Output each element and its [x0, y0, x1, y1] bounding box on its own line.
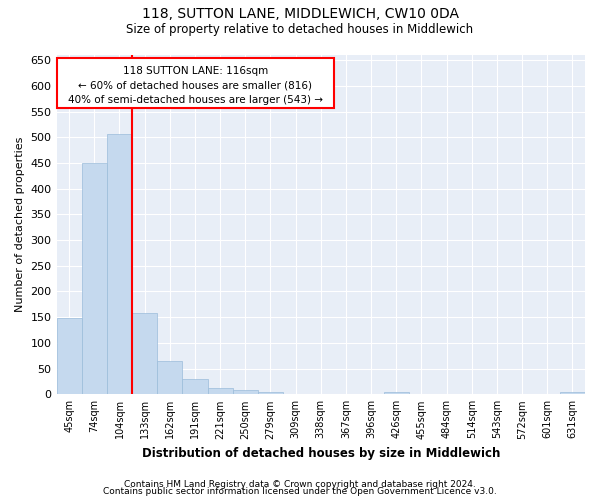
Bar [56, 318, 82, 394]
Bar [132, 313, 157, 394]
Bar [157, 361, 182, 394]
Text: 118, SUTTON LANE, MIDDLEWICH, CW10 0DA: 118, SUTTON LANE, MIDDLEWICH, CW10 0DA [142, 8, 458, 22]
Bar [56, 58, 334, 108]
Bar [208, 388, 233, 394]
Y-axis label: Number of detached properties: Number of detached properties [15, 137, 25, 312]
Text: 118 SUTTON LANE: 116sqm: 118 SUTTON LANE: 116sqm [122, 66, 268, 76]
Bar [383, 392, 409, 394]
Bar [82, 164, 107, 394]
Text: Size of property relative to detached houses in Middlewich: Size of property relative to detached ho… [127, 22, 473, 36]
Text: 40% of semi-detached houses are larger (543) →: 40% of semi-detached houses are larger (… [68, 95, 323, 105]
Bar [560, 392, 585, 394]
Bar [182, 379, 208, 394]
Bar [107, 134, 132, 394]
Bar [258, 392, 283, 394]
Text: ← 60% of detached houses are smaller (816): ← 60% of detached houses are smaller (81… [78, 80, 312, 90]
Text: Contains HM Land Registry data © Crown copyright and database right 2024.: Contains HM Land Registry data © Crown c… [124, 480, 476, 489]
Text: Contains public sector information licensed under the Open Government Licence v3: Contains public sector information licen… [103, 487, 497, 496]
X-axis label: Distribution of detached houses by size in Middlewich: Distribution of detached houses by size … [142, 447, 500, 460]
Bar [233, 390, 258, 394]
